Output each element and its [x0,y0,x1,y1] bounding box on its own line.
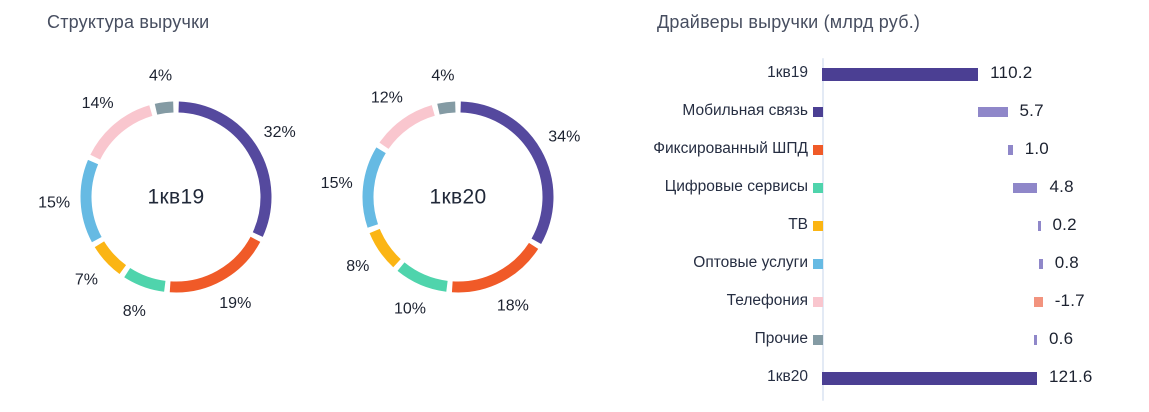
donut-1-segment-percent-label: 15% [321,175,353,192]
category-legend-marker [813,259,823,269]
category-legend-marker [813,335,823,345]
waterfall-row-label: Фиксированный ШПД [653,140,808,157]
donut-1-segment-percent-label: 12% [371,89,403,106]
waterfall-row-label: Оптовые услуги [693,254,808,271]
donut-0-center-label: 1кв19 [148,186,205,209]
waterfall-bar [1038,259,1043,269]
donut-1-segment-percent-label: 10% [394,301,426,318]
donut-0-segment-0 [178,101,272,237]
donut-1-segment-0 [460,101,554,245]
waterfall-bar [822,371,1037,385]
donut-0-segment-percent-label: 14% [82,95,114,112]
donut-0-segment-4 [80,159,102,243]
waterfall-bar [1012,183,1038,193]
waterfall-value-label: 0.2 [1052,215,1077,234]
donut-0-segment-3 [94,241,127,275]
waterfall-value-label: 4.8 [1049,177,1074,196]
category-legend-marker [813,107,823,117]
waterfall-value-label: 0.6 [1049,329,1074,348]
donut-1-segment-5 [379,105,435,150]
revenue-drivers-title: Драйверы выручки (млрд руб.) [657,12,921,32]
donut-1-segment-3 [369,228,401,268]
donut-0-segment-5 [90,105,153,160]
donut-1-segment-2 [397,262,448,292]
waterfall-row-label: 1кв19 [767,64,808,81]
donut-1-segment-4 [362,147,386,228]
waterfall-value-label: 1.0 [1024,139,1049,158]
waterfall-row-label: Прочие [754,330,808,347]
waterfall-bar [978,107,1008,117]
donut-0-segment-percent-label: 19% [219,295,251,312]
waterfall-row-label: Телефония [726,292,808,309]
donut-1-segment-percent-label: 8% [346,258,369,275]
donut-1-center-label: 1кв20 [430,186,487,209]
donut-1-segment-percent-label: 18% [497,298,529,315]
waterfall-value-label: 121.6 [1049,367,1093,386]
waterfall-row-label: Мобильная связь [682,102,808,119]
donut-0-segment-percent-label: 32% [264,124,296,141]
category-legend-marker [813,221,823,231]
donut-0-segment-percent-label: 4% [149,68,172,85]
donut-0-segment-2 [124,267,166,292]
waterfall-plot: 1кв19 110.2 Мобильная связь 5.7 Фиксированны… [650,55,1140,407]
waterfall-bar [822,67,979,81]
donut-0-segment-percent-label: 8% [123,303,146,320]
donut-1-segment-1 [451,242,539,293]
donut-chart-1kv20: 34% 18% 10% 8% 15% 12% 4% 1кв20 [321,67,581,318]
waterfall-bar [1037,221,1041,231]
waterfall-row-label: 1кв20 [767,368,808,385]
waterfall-row-label: ТВ [788,216,808,233]
waterfall-bar [1033,335,1037,345]
waterfall-bar [1033,297,1043,307]
revenue-structure-title: Структура выручки [47,12,210,32]
donut-1-segment-percent-label: 34% [548,129,580,146]
donut-0-segment-percent-label: 15% [38,194,70,211]
waterfall-axis-line [822,58,824,401]
donut-1-segment-percent-label: 4% [431,67,454,84]
donut-0-segment-percent-label: 7% [75,271,98,288]
waterfall-value-label: -1.7 [1054,291,1085,310]
waterfall-value-label: 0.8 [1054,253,1079,272]
category-legend-marker [813,297,823,307]
category-legend-marker [813,145,823,155]
waterfall-value-label: 5.7 [1019,101,1044,120]
waterfall-bar [1007,145,1013,155]
donut-0-segment-1 [169,236,261,293]
waterfall-value-label: 110.2 [990,63,1033,82]
donut-0-segment-6 [154,101,174,115]
category-legend-marker [813,183,823,193]
donut-1-segment-6 [437,101,456,115]
donut-chart-1kv19: 32% 19% 8% 7% 15% 14% 4% 1кв19 [38,68,296,321]
waterfall-row-label: Цифровые сервисы [664,178,808,195]
